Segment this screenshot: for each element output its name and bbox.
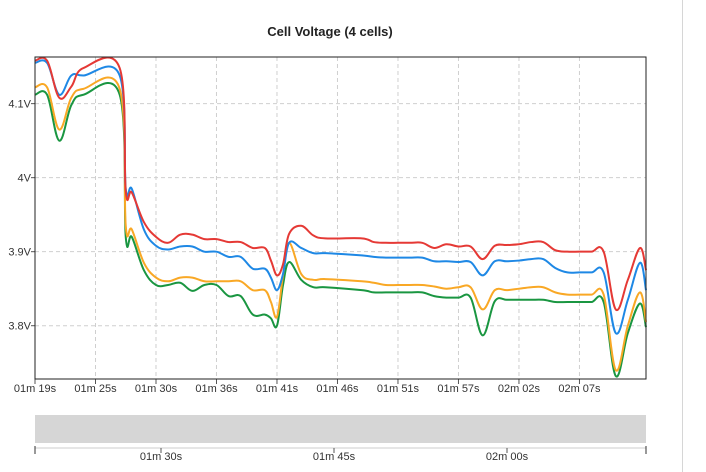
series-line-3 [34, 76, 647, 372]
x-tick-label: 01m 51s [377, 383, 420, 395]
x-tick-label: 01m 36s [195, 383, 238, 395]
x-tick-label: 01m 57s [437, 383, 480, 395]
x-tick-label: 01m 30s [135, 383, 178, 395]
x-tick-label: 01m 19s [14, 383, 57, 395]
chart-title: Cell Voltage (4 cells) [267, 24, 393, 39]
y-tick-label: 4V [18, 173, 32, 185]
y-tick-label: 4.1V [8, 99, 31, 111]
y-tick-label: 3.9V [8, 247, 31, 259]
series-layer [34, 56, 647, 378]
x-tick-label: 01m 25s [74, 383, 117, 395]
x-tick-label: 01m 41s [256, 383, 299, 395]
grid-layer [34, 57, 646, 379]
series-line-1 [34, 56, 647, 312]
y-tick-label: 3.8V [8, 321, 31, 333]
panel-divider [682, 0, 683, 472]
x-tick-label: 02m 07s [558, 383, 601, 395]
plot-frame [34, 56, 647, 380]
axis-layer: 01m 19s 01m 25s 01m 30s 01m 36s 01m 41s 01m 4… [8, 56, 647, 395]
x-tick-label: 01m 46s [316, 383, 359, 395]
navigator-scrollbar[interactable] [35, 415, 646, 443]
series-line-4 [34, 81, 647, 378]
x-tick-label: 02m 02s [498, 383, 541, 395]
series-line-2 [34, 59, 647, 335]
